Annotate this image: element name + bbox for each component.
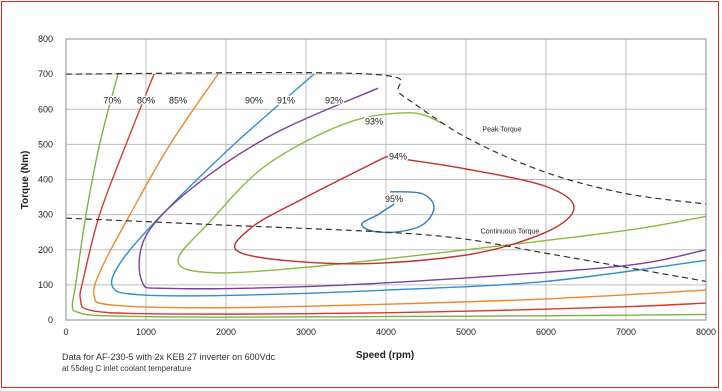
grid [65, 38, 707, 321]
contour-80-pct [79, 73, 707, 315]
x-axis-label: Speed (rpm) [356, 350, 414, 361]
contour-91-pct [138, 87, 707, 290]
y-tick-label: 300 [38, 210, 53, 220]
footnote-inverter: Data for AF-230-5 with 2x KEB 27 inverte… [62, 352, 276, 362]
efficiency-contours [71, 73, 707, 318]
annotation-label: Continuous Torque [481, 228, 540, 235]
peak-torque-line [65, 71, 707, 205]
annotation-label: 92% [325, 95, 343, 105]
x-tick-label: 8000 [696, 327, 716, 337]
annotation-label: 70% [103, 95, 121, 105]
axes: 0 1000 2000 3000 4000 5000 6000 7000 8000 0 100 200… [38, 34, 716, 337]
x-tick-label: 5000 [456, 327, 476, 337]
contour-94-pct [361, 191, 435, 234]
x-tick-label: 4000 [376, 327, 396, 337]
y-tick-label: 600 [38, 104, 53, 114]
footnote-coolant: at 55deg C inlet coolant temperature [62, 364, 192, 373]
contour-70-pct [71, 73, 707, 318]
y-axis-label: Torque (Nm) [20, 151, 31, 210]
x-tick-label: 6000 [536, 327, 556, 337]
annotation-label: 91% [277, 95, 295, 105]
annotation-label: Peak Torque [482, 127, 521, 134]
contour-85-pct [92, 73, 707, 309]
y-tick-label: 200 [38, 245, 53, 255]
y-tick-label: 500 [38, 139, 53, 149]
annotation-label: 90% [245, 95, 263, 105]
contour-92-pct [177, 112, 707, 274]
continuous-torque-line [65, 217, 707, 282]
annotation-label: 93% [365, 117, 383, 127]
y-tick-label: 700 [38, 69, 53, 79]
contour-90-pct [110, 73, 707, 297]
x-tick-label: 0 [63, 327, 68, 337]
y-tick-label: 0 [48, 315, 53, 325]
annotation-label: 80% [137, 95, 155, 105]
plot-area-border [65, 38, 707, 321]
y-tick-label: 800 [38, 34, 53, 44]
annotation-label: 94% [389, 152, 407, 162]
contour-93-pct [233, 156, 575, 265]
annotation-label: 95% [385, 194, 403, 204]
y-tick-label: 400 [38, 175, 53, 185]
annotations: 70% 80% 85% 90% 91% 92% 93% 94% 95% Peak Torque Co… [102, 94, 540, 235]
torque-boundaries [65, 71, 707, 282]
x-tick-label: 3000 [296, 327, 316, 337]
annotation-label: 85% [169, 95, 187, 105]
x-tick-label: 7000 [616, 327, 636, 337]
x-tick-label: 2000 [216, 327, 236, 337]
x-tick-label: 1000 [136, 327, 156, 337]
y-tick-label: 100 [38, 280, 53, 290]
